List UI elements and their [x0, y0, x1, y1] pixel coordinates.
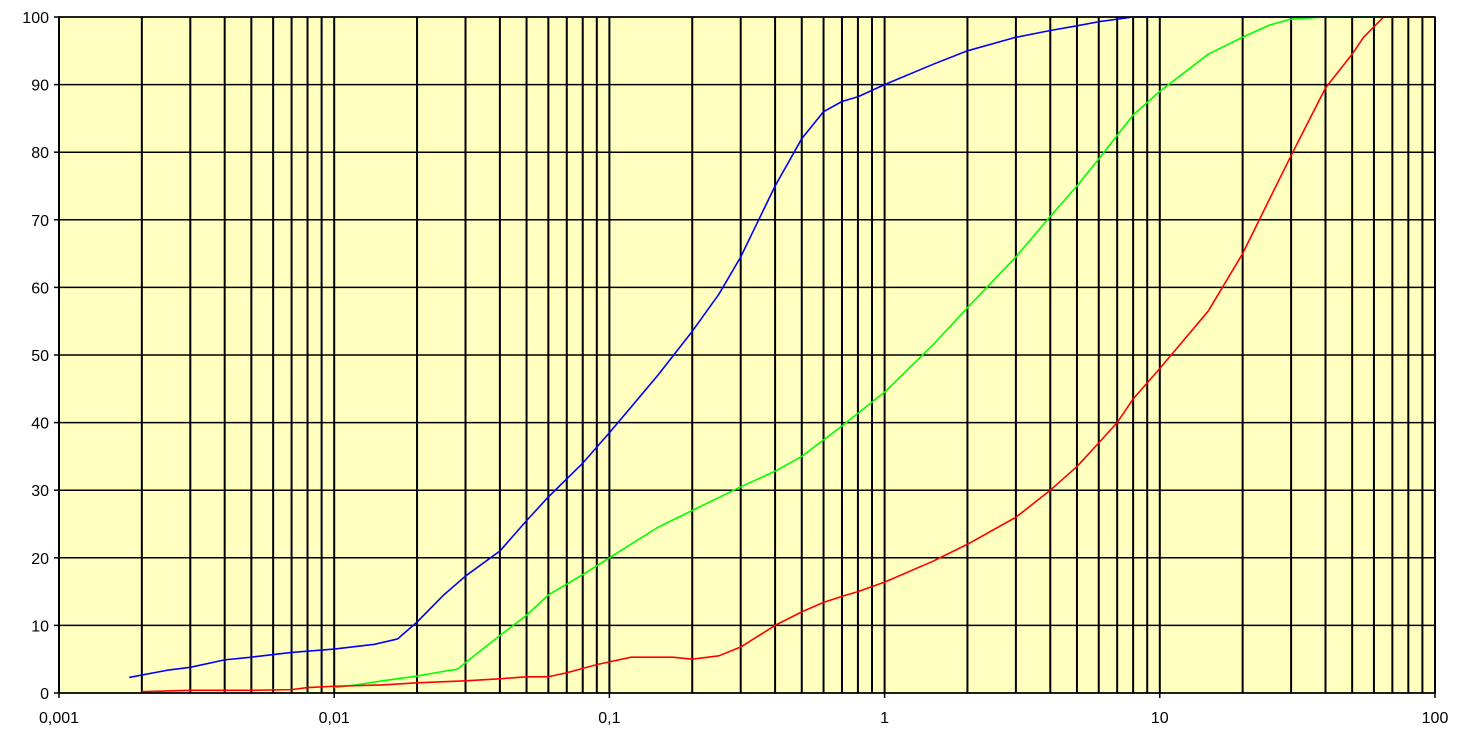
y-tick-label: 90 — [31, 78, 49, 95]
y-tick-label: 40 — [31, 416, 49, 433]
y-tick-label: 10 — [31, 618, 49, 635]
x-tick-label: 0,001 — [39, 710, 79, 727]
y-tick-label: 50 — [31, 348, 49, 365]
y-axis-tick-labels: 0 10 20 30 40 50 60 70 80 90 100 — [22, 10, 49, 703]
plot-frame — [54, 16, 1436, 698]
series-line-2 — [334, 16, 1435, 689]
x-axis-tick-labels: 0,001 0,01 0,1 1 10 100 — [39, 710, 1448, 727]
y-tick-label: 80 — [31, 145, 49, 162]
y-tick-label: 60 — [31, 280, 49, 297]
series-layer — [129, 16, 1435, 693]
y-tick-label: 0 — [40, 686, 49, 703]
x-tick-label: 0,01 — [319, 710, 350, 727]
y-tick-label: 20 — [31, 551, 49, 568]
y-tick-label: 30 — [31, 483, 49, 500]
y-tick-label: 70 — [31, 213, 49, 230]
series-line-3 — [141, 16, 1435, 693]
y-tick-label: 100 — [22, 10, 49, 27]
x-tick-label: 10 — [1151, 710, 1169, 727]
x-tick-label: 1 — [880, 710, 889, 727]
x-tick-label: 100 — [1422, 710, 1449, 727]
series-line-1 — [129, 16, 1435, 679]
grid-lines — [58, 16, 1436, 694]
x-tick-label: 0,1 — [598, 710, 620, 727]
